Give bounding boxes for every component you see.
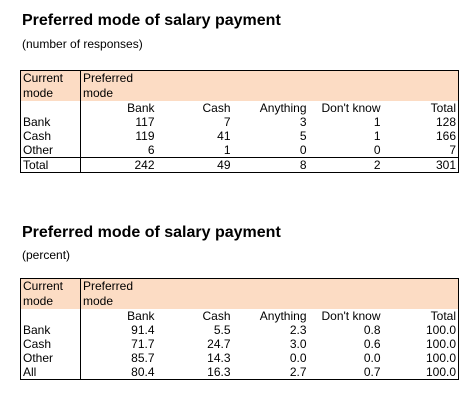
table-cell: 0.7 — [363, 365, 381, 379]
table-row: All 80.4 16.3 2.7 0.7 100.0 — [20, 365, 459, 380]
row-label: Other — [20, 143, 81, 158]
column-header: Anything — [259, 101, 307, 115]
table2-row-header-line1: Current — [23, 279, 64, 293]
table-cell-empty — [20, 309, 81, 323]
table-cell: 2.3 — [289, 323, 307, 337]
table-cell: 41 — [217, 129, 231, 143]
table1-col-group-line2: mode — [83, 86, 114, 100]
table-cell: 0 — [373, 143, 381, 157]
table-cell: 0.8 — [363, 323, 381, 337]
row-label: Cash — [20, 337, 81, 351]
table-cell: 2.7 — [289, 365, 307, 379]
table-row: Bank 117 7 3 1 128 — [20, 115, 459, 129]
column-header: Don't know — [321, 309, 381, 323]
table-row: Other 6 1 0 0 7 — [20, 143, 459, 158]
column-header: Total — [430, 309, 457, 323]
table-cell: 2 — [308, 157, 383, 173]
table1-subtitle: (number of responses) — [22, 37, 143, 51]
table-cell: 8 — [232, 157, 309, 173]
table-cell: 0 — [299, 143, 307, 157]
table-cell: 5 — [299, 129, 307, 143]
table-cell: 1 — [373, 115, 381, 129]
table-cell: 71.7 — [131, 337, 155, 351]
table-cell: 100.0 — [426, 337, 457, 351]
table-cell: 166 — [436, 129, 457, 143]
table2-col-group-line1: Preferred — [83, 279, 134, 293]
table1-col-group-header: Preferred mode — [80, 70, 459, 101]
column-header: Cash — [202, 101, 231, 115]
table-cell: 3.0 — [289, 337, 307, 351]
table2: Current mode Preferred mode Bank Cash An… — [20, 278, 460, 380]
table-cell: 100.0 — [426, 351, 457, 365]
row-label: Other — [20, 351, 81, 365]
table-cell: 0.6 — [363, 337, 381, 351]
table-row: Cash 119 41 5 1 166 — [20, 129, 459, 143]
table2-row-header: Current mode — [20, 278, 81, 309]
table1-row-header: Current mode — [20, 70, 81, 101]
table-cell: 7 — [223, 115, 231, 129]
table-cell: 80.4 — [131, 365, 155, 379]
row-label: All — [20, 365, 81, 380]
column-header: Bank — [127, 309, 155, 323]
table-row: Bank 91.4 5.5 2.3 0.8 100.0 — [20, 323, 459, 337]
table-cell: 1 — [223, 143, 231, 157]
table1-header-row: Current mode Preferred mode — [20, 70, 459, 101]
table-cell: 5.5 — [213, 323, 231, 337]
table2-col-group-line2: mode — [83, 294, 114, 308]
table-cell-empty — [20, 101, 81, 115]
table-cell: 14.3 — [207, 351, 231, 365]
table-cell: 1 — [373, 129, 381, 143]
column-header: Don't know — [321, 101, 381, 115]
table1-row-header-line2: mode — [23, 86, 54, 100]
table-cell: 117 — [135, 115, 155, 129]
table-cell: 242 — [80, 157, 157, 173]
table-cell: 3 — [299, 115, 307, 129]
table-cell: 119 — [135, 129, 155, 143]
table1-row-header-line1: Current — [23, 71, 64, 85]
table1-col-group-line1: Preferred — [83, 71, 134, 85]
table-cell: 100.0 — [426, 365, 457, 379]
column-header: Anything — [259, 309, 307, 323]
column-header: Total — [430, 101, 457, 115]
row-label: Bank — [20, 323, 81, 337]
table2-column-headers: Bank Cash Anything Don't know Total — [20, 309, 459, 323]
row-label: Total — [20, 157, 81, 173]
table-cell: 91.4 — [131, 323, 155, 337]
table-row: Cash 71.7 24.7 3.0 0.6 100.0 — [20, 337, 459, 351]
table2-title: Preferred mode of salary payment — [22, 224, 281, 241]
table-row: Other 85.7 14.3 0.0 0.0 100.0 — [20, 351, 459, 365]
table-cell: 6 — [147, 143, 155, 157]
table2-header-row: Current mode Preferred mode — [20, 278, 459, 309]
table1-title: Preferred mode of salary payment — [22, 12, 281, 29]
table1-column-headers: Bank Cash Anything Don't know Total — [20, 101, 459, 115]
table2-row-header-line2: mode — [23, 294, 54, 308]
table2-subtitle: (percent) — [22, 248, 71, 262]
row-label: Bank — [20, 115, 81, 129]
row-label: Cash — [20, 129, 81, 143]
table-cell: 0.0 — [289, 351, 307, 365]
table-cell: 0.0 — [363, 351, 381, 365]
table-cell: 49 — [156, 157, 233, 173]
table-cell: 128 — [436, 115, 457, 129]
table-cell: 85.7 — [131, 351, 155, 365]
table-cell: 100.0 — [426, 323, 457, 337]
table1: Current mode Preferred mode Bank Cash An… — [20, 70, 460, 173]
column-header: Cash — [202, 309, 231, 323]
table-cell: 24.7 — [207, 337, 231, 351]
column-header: Bank — [127, 101, 155, 115]
table1-total-row: Total 242 49 8 2 301 — [20, 157, 459, 173]
table-cell: 7 — [449, 143, 457, 157]
table-cell: 16.3 — [207, 365, 231, 379]
table2-col-group-header: Preferred mode — [80, 278, 459, 309]
table-cell: 301 — [382, 157, 459, 173]
